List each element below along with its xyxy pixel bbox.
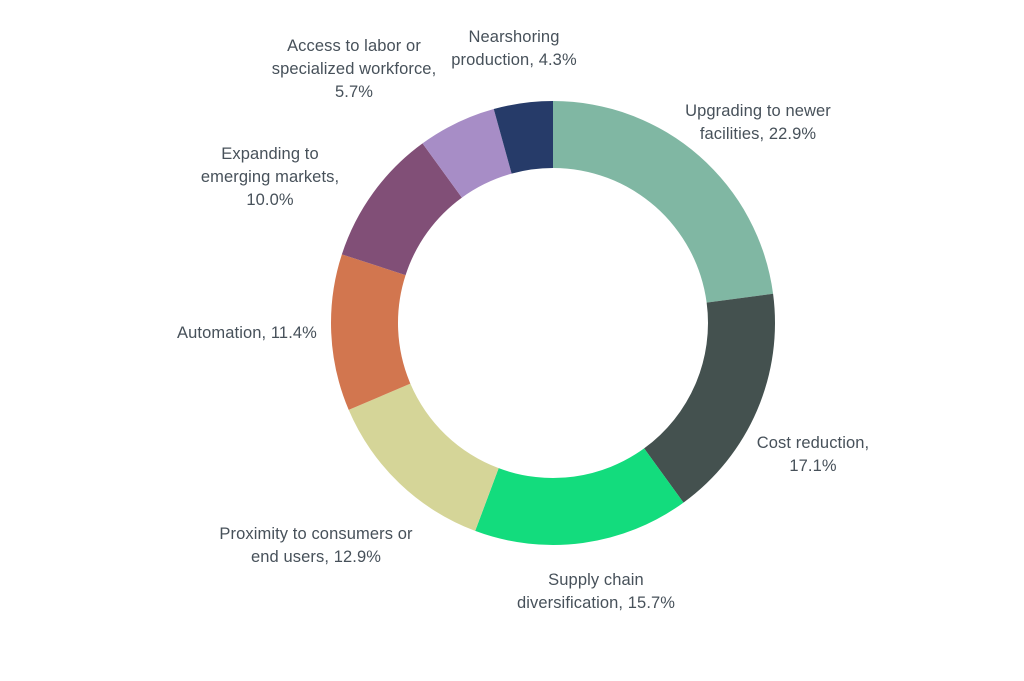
donut-segment-5 [341, 143, 462, 276]
segment-label-automation: Automation, 11.4% [177, 324, 317, 342]
segment-label-proximity-to-consumers: Proximity to consumers or end users, 12.… [219, 525, 413, 566]
donut-segment-3 [348, 383, 499, 531]
segment-label-supply-chain-diversification: Supply chain diversification, 15.7% [516, 571, 676, 612]
donut-segment-7 [493, 101, 553, 174]
donut-segment-4 [331, 254, 411, 410]
segment-label-nearshoring-production: Nearshoring production, 4.3% [451, 28, 577, 69]
segment-label-upgrading-facilities: Upgrading to newer facilities, 22.9% [685, 102, 831, 143]
segment-label-expanding-emerging-markets: Expanding to emerging markets, 10.0% [200, 145, 340, 209]
donut-segment-6 [422, 109, 512, 198]
donut-segment-1 [644, 293, 775, 503]
segment-label-access-to-labor: Access to labor or specialized workforce… [271, 37, 437, 101]
donut-segment-0 [553, 101, 774, 303]
segment-label-cost-reduction: Cost reduction, 17.1% [756, 434, 870, 475]
donut-segment-2 [475, 448, 684, 545]
